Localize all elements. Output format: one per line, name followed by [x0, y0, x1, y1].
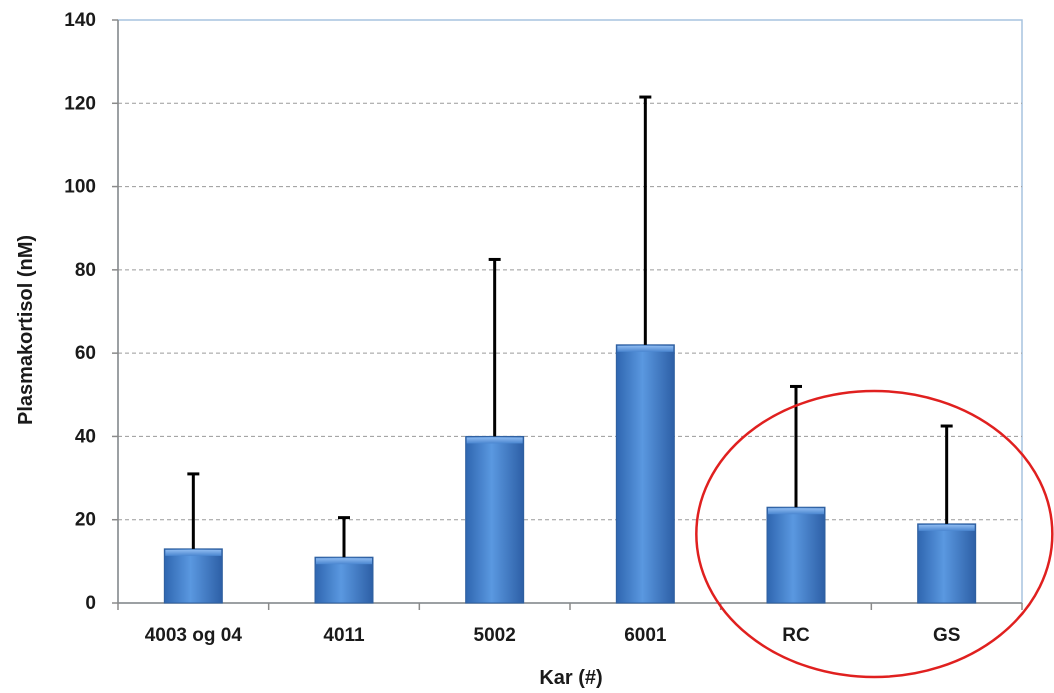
y-tick-label: 20 — [75, 510, 96, 531]
bar — [465, 435, 525, 604]
bar — [917, 523, 977, 604]
x-tick-label: 4003 og 04 — [145, 625, 243, 646]
bar-top-highlight — [617, 345, 674, 352]
y-tick-label: 0 — [85, 593, 96, 614]
x-tick-label: 5002 — [474, 625, 516, 646]
y-tick-label: 60 — [75, 343, 96, 364]
y-tick-labels: 0 20 40 60 80 100 120 140 — [64, 10, 96, 614]
x-tick-label: 6001 — [624, 625, 667, 646]
bar-top-highlight — [316, 558, 372, 565]
gridlines — [118, 102, 1022, 521]
y-tick-label: 100 — [64, 177, 96, 198]
highlight-annotation — [695, 389, 1054, 679]
y-axis-title: Plasmakortisol (nM) — [15, 235, 37, 425]
y-tick-label: 120 — [64, 93, 96, 114]
bar — [766, 506, 826, 604]
x-tick-label: 4011 — [323, 625, 365, 646]
plot-area — [117, 19, 1023, 604]
bar-top-highlight — [165, 549, 222, 556]
bars — [163, 344, 977, 604]
y-tick-label: 40 — [75, 426, 96, 447]
bar — [615, 344, 675, 604]
y-tick-label: 80 — [75, 260, 96, 281]
bar-top-highlight — [768, 508, 824, 515]
y-tick-label: 140 — [64, 10, 96, 31]
x-axis-title: Kar (#) — [539, 667, 602, 689]
bar-top-highlight — [918, 524, 975, 531]
highlight-ellipse — [695, 389, 1054, 679]
x-tick-label: RC — [782, 625, 810, 646]
bar-top-highlight — [466, 437, 523, 444]
axes — [112, 19, 1023, 610]
x-tick-label: GS — [933, 625, 960, 646]
x-tick-labels: 4003 og 04 4011 5002 6001 RC GS — [145, 625, 961, 646]
plot-border — [117, 19, 1023, 604]
error-bars — [187, 95, 953, 558]
bar — [163, 548, 223, 604]
